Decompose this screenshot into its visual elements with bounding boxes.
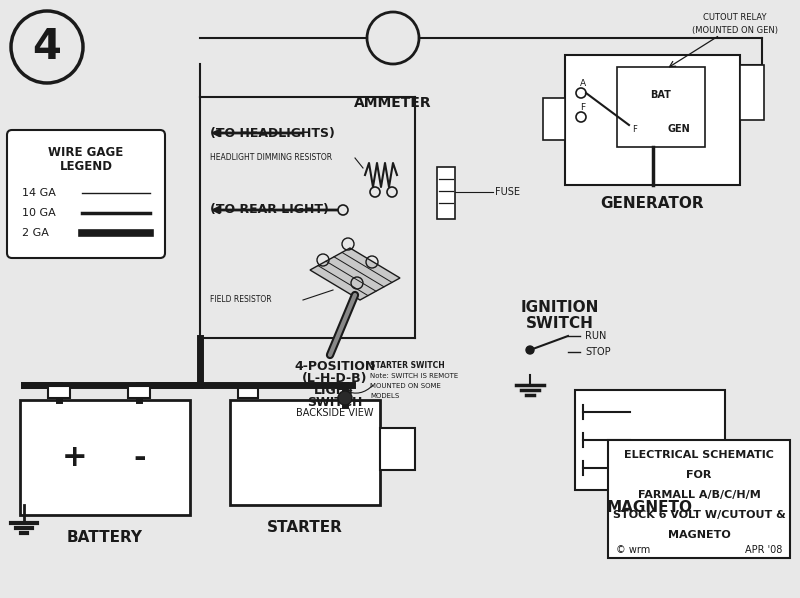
Text: (TO HEADLIGHTS): (TO HEADLIGHTS): [210, 127, 335, 139]
Bar: [20, 400, 190, 515]
Bar: [740, 65, 764, 120]
Text: RUN: RUN: [585, 331, 606, 341]
Text: MAGNETO: MAGNETO: [668, 530, 730, 540]
Text: 14 GA: 14 GA: [22, 188, 56, 198]
Bar: [230, 400, 380, 505]
Text: STOP: STOP: [585, 347, 610, 357]
Text: 4-POSITION: 4-POSITION: [294, 360, 376, 373]
Text: STOCK 6 VOLT W/CUTOUT &: STOCK 6 VOLT W/CUTOUT &: [613, 510, 786, 520]
Text: STARTER: STARTER: [267, 520, 343, 535]
Text: CUTOUT RELAY: CUTOUT RELAY: [703, 14, 766, 23]
Text: LEGEND: LEGEND: [59, 160, 113, 173]
Text: ELECTRICAL SCHEMATIC: ELECTRICAL SCHEMATIC: [624, 450, 774, 460]
Text: MOUNTED ON SOME: MOUNTED ON SOME: [370, 383, 441, 389]
Bar: [543, 98, 565, 140]
Text: © wrm: © wrm: [616, 545, 650, 555]
Text: FIELD RESISTOR: FIELD RESISTOR: [210, 295, 272, 304]
Text: IGNITION: IGNITION: [521, 301, 599, 316]
Text: AMMETER: AMMETER: [354, 96, 432, 110]
Text: A: A: [580, 78, 586, 87]
Text: FARMALL A/B/C/H/M: FARMALL A/B/C/H/M: [638, 490, 760, 500]
Text: (L-H-D-B): (L-H-D-B): [302, 372, 368, 385]
Text: GEN: GEN: [668, 124, 690, 134]
Text: STARTER SWITCH: STARTER SWITCH: [370, 362, 445, 371]
Bar: [48, 386, 70, 398]
Text: BAT: BAT: [650, 90, 671, 100]
Text: FUSE: FUSE: [495, 187, 520, 197]
Bar: [575, 390, 725, 490]
Text: Note: SWITCH IS REMOTE: Note: SWITCH IS REMOTE: [370, 373, 458, 379]
Text: +: +: [62, 444, 88, 472]
Circle shape: [526, 346, 534, 354]
Bar: [238, 388, 258, 398]
Bar: [608, 440, 790, 558]
Text: BATTERY: BATTERY: [67, 529, 143, 545]
Text: -: -: [134, 444, 146, 472]
Text: 2 GA: 2 GA: [22, 228, 49, 238]
Text: SWITCH: SWITCH: [526, 316, 594, 331]
Text: FOR: FOR: [686, 470, 712, 480]
FancyBboxPatch shape: [7, 130, 165, 258]
Text: HEADLIGHT DIMMING RESISTOR: HEADLIGHT DIMMING RESISTOR: [210, 154, 332, 163]
Circle shape: [338, 391, 352, 405]
Text: F: F: [633, 124, 638, 133]
Text: 10 GA: 10 GA: [22, 208, 56, 218]
Text: WIRE GAGE: WIRE GAGE: [48, 147, 124, 160]
Text: BACKSIDE VIEW: BACKSIDE VIEW: [296, 408, 374, 418]
Text: MODELS: MODELS: [370, 393, 399, 399]
Text: APR '08: APR '08: [745, 545, 782, 555]
Text: (MOUNTED ON GEN): (MOUNTED ON GEN): [692, 26, 778, 35]
Text: F: F: [581, 102, 586, 111]
Bar: [128, 386, 150, 398]
Bar: [380, 428, 415, 470]
Text: 4: 4: [33, 26, 62, 68]
Text: GENERATOR: GENERATOR: [601, 196, 704, 210]
Bar: [565, 55, 740, 185]
Bar: [617, 67, 705, 147]
Polygon shape: [310, 248, 400, 300]
Text: (TO REAR LIGHT): (TO REAR LIGHT): [210, 203, 329, 216]
Text: MAGNETO: MAGNETO: [607, 501, 693, 515]
Text: SWITCH: SWITCH: [307, 396, 362, 409]
Bar: [437, 167, 455, 219]
Text: LIGHT: LIGHT: [314, 384, 356, 397]
